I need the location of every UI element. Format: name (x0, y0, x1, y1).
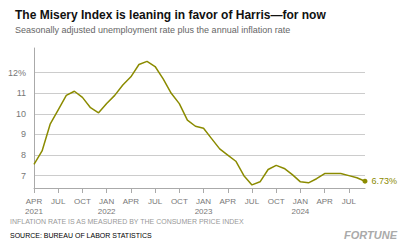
svg-text:12%: 12% (8, 68, 26, 78)
svg-text:7: 7 (21, 171, 26, 181)
svg-text:OCT: OCT (171, 197, 188, 206)
svg-text:APR: APR (220, 197, 237, 206)
svg-text:2023: 2023 (195, 207, 213, 216)
svg-text:APR: APR (26, 197, 43, 206)
svg-text:2024: 2024 (292, 207, 310, 216)
svg-text:6.73%: 6.73% (372, 176, 398, 186)
svg-text:JUL: JUL (342, 197, 357, 206)
svg-text:9: 9 (21, 129, 26, 139)
svg-text:SOURCE:: SOURCE: (10, 232, 44, 239)
svg-text:FORTUNE: FORTUNE (344, 229, 398, 241)
svg-text:JAN: JAN (293, 197, 308, 206)
svg-text:11: 11 (17, 88, 26, 98)
svg-text:JUL: JUL (245, 197, 260, 206)
svg-text:OCT: OCT (268, 197, 285, 206)
svg-text:BUREAU OF LABOR STATISTICS: BUREAU OF LABOR STATISTICS (44, 232, 152, 239)
svg-text:10: 10 (16, 109, 26, 119)
svg-text:JUL: JUL (51, 197, 66, 206)
svg-text:OCT: OCT (74, 197, 91, 206)
svg-text:JAN: JAN (99, 197, 114, 206)
svg-text:APR: APR (316, 197, 333, 206)
svg-text:JAN: JAN (196, 197, 211, 206)
svg-text:APR: APR (123, 197, 140, 206)
svg-text:The Misery Index is leaning in: The Misery Index is leaning in favor of … (15, 8, 326, 22)
svg-text:2022: 2022 (98, 207, 116, 216)
svg-text:INFLATION RATE IS AS MEASURED: INFLATION RATE IS AS MEASURED BY THE CON… (10, 218, 244, 225)
svg-text:8: 8 (21, 150, 26, 160)
svg-text:2021: 2021 (25, 207, 43, 216)
svg-text:Seasonally adjusted unemployme: Seasonally adjusted unemployment rate pl… (15, 25, 290, 35)
svg-text:JUL: JUL (148, 197, 163, 206)
